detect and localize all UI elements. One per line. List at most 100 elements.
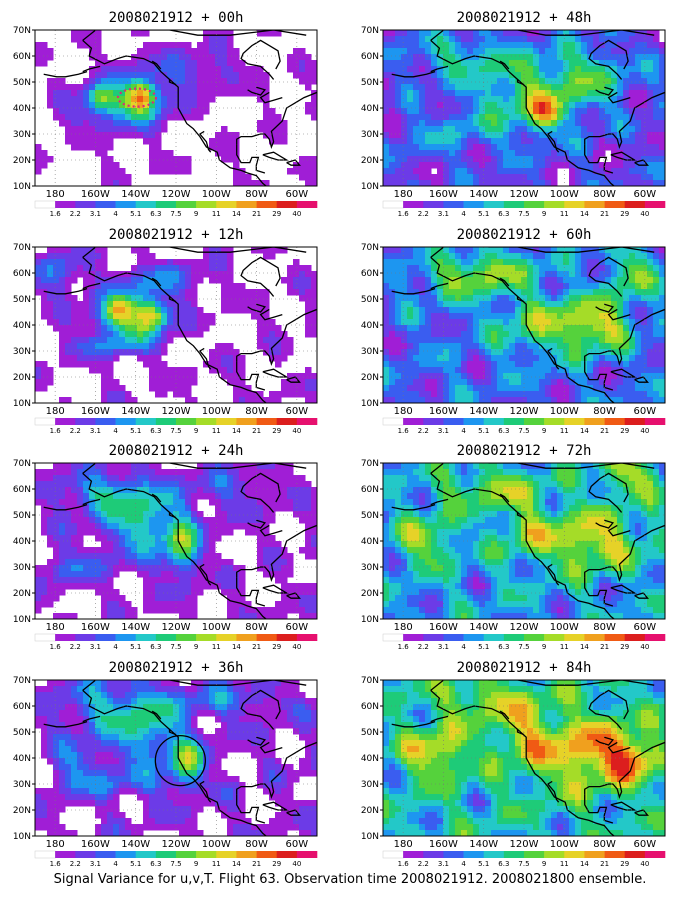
- colorbar-swatch: [584, 418, 605, 425]
- colorbar-label: 29: [620, 427, 629, 435]
- colorbar-swatch: [604, 634, 626, 641]
- colorbar-label: 21: [600, 643, 609, 651]
- lat-tick-label: 10N: [361, 399, 379, 409]
- colorbar-swatch: [256, 201, 278, 208]
- lat-tick-label: 70N: [13, 676, 31, 686]
- lon-tick-label: 60W: [286, 622, 309, 633]
- colorbar-label: 2.2: [70, 210, 81, 218]
- colorbar-swatch: [296, 634, 318, 641]
- lat-tick-label: 40N: [361, 104, 379, 114]
- coastline: [430, 472, 616, 619]
- colorbar-swatch: [216, 851, 237, 858]
- lon-tick-label: 60W: [634, 406, 657, 417]
- lon-tick-label: 80W: [245, 839, 268, 850]
- map-panel: 2008021912 + 60h 10N 20N 30N 40N 50N 60N 70N 180…: [361, 227, 666, 435]
- coastline: [286, 809, 301, 816]
- lat-tick-label: 60N: [13, 702, 31, 712]
- colorbar-swatch: [624, 634, 646, 641]
- lon-tick-label: 80W: [245, 406, 268, 417]
- colorbar-label: 1.6: [50, 427, 62, 435]
- lon-tick-label: 140W: [469, 839, 498, 850]
- figure-caption: Signal Variance for u,v,T. Flight 63. Ob…: [53, 872, 647, 887]
- colorbar-label: 29: [620, 860, 629, 868]
- coastline: [168, 79, 177, 86]
- lon-tick-label: 60W: [634, 622, 657, 633]
- colorbar-label: 3.1: [438, 643, 449, 651]
- colorbar-label: 3.1: [438, 860, 449, 868]
- lat-tick-label: 60N: [361, 702, 379, 712]
- colorbar-swatch: [135, 634, 157, 641]
- coastline: [430, 463, 655, 474]
- coastline: [43, 720, 88, 728]
- coastline: [391, 720, 436, 728]
- coastline: [430, 680, 655, 691]
- coastline: [516, 729, 525, 736]
- colorbar-label: 1.6: [398, 643, 410, 651]
- colorbar-swatch: [644, 418, 666, 425]
- colorbar-swatch: [403, 634, 424, 641]
- colorbar-swatch: [196, 418, 217, 425]
- lat-tick-label: 20N: [13, 156, 31, 166]
- coastline: [430, 247, 655, 258]
- coastline: [499, 277, 510, 287]
- map-panel: 2008021912 + 00h 10N 20N 30N 40N 50N 60N 70N 180…: [13, 10, 318, 218]
- coastline: [430, 39, 616, 186]
- colorbar-swatch: [196, 851, 217, 858]
- lat-tick-label: 70N: [361, 243, 379, 253]
- colorbar-swatch: [276, 201, 298, 208]
- coastline: [584, 794, 614, 824]
- lon-tick-label: 140W: [469, 622, 498, 633]
- coastline: [391, 70, 436, 78]
- coastline: [259, 308, 283, 321]
- colorbar-swatch: [55, 851, 76, 858]
- colorbar-label: 14: [232, 643, 241, 651]
- colorbar-label: 5.1: [130, 860, 141, 868]
- colorbar-swatch: [483, 201, 505, 208]
- colorbar-swatch: [196, 634, 217, 641]
- colorbar-label: 7.5: [518, 427, 529, 435]
- lat-tick-label: 60N: [13, 485, 31, 495]
- coastline: [610, 584, 637, 594]
- colorbar-label: 7.5: [170, 210, 181, 218]
- colorbar: 1.6 2.2 3.1 4 5.1 6.3 7.5 9 11 14 21 29 40: [382, 850, 666, 868]
- lat-tick-label: 30N: [13, 563, 31, 573]
- colorbar-label: 7.5: [170, 860, 181, 868]
- coastline: [588, 689, 629, 730]
- coastline: [240, 689, 281, 730]
- colorbar-swatch: [624, 201, 646, 208]
- lat-tick-label: 20N: [361, 373, 379, 383]
- colorbar-swatch: [115, 634, 137, 641]
- colorbar-swatch: [236, 418, 257, 425]
- colorbar-label: 5.1: [478, 860, 489, 868]
- coastline: [151, 493, 162, 503]
- lon-tick-label: 100W: [550, 839, 579, 850]
- colorbar-label: 14: [580, 860, 589, 868]
- coastline: [595, 86, 615, 96]
- lat-tick-label: 70N: [13, 26, 31, 36]
- colorbar-label: 1.6: [398, 210, 410, 218]
- coastline: [634, 376, 649, 383]
- lon-tick-label: 100W: [202, 189, 231, 200]
- panel-title: 2008021912 + 60h: [457, 227, 592, 243]
- coastline: [262, 801, 289, 811]
- colorbar-label: 6.3: [498, 210, 509, 218]
- colorbar-swatch: [524, 418, 545, 425]
- colorbar-swatch: [115, 418, 137, 425]
- coastline: [634, 809, 649, 816]
- colorbar-swatch: [483, 418, 505, 425]
- colorbar-label: 6.3: [150, 210, 161, 218]
- colorbar-label: 29: [272, 210, 281, 218]
- coastline: [595, 303, 615, 313]
- colorbar-swatch: [135, 851, 157, 858]
- coastline: [584, 524, 665, 582]
- coastline: [151, 60, 162, 70]
- colorbar-swatch: [644, 634, 666, 641]
- colorbar-swatch: [276, 634, 298, 641]
- colorbar-swatch: [463, 201, 485, 208]
- colorbar-swatch: [216, 418, 237, 425]
- colorbar-label: 3.1: [90, 860, 101, 868]
- lat-tick-label: 10N: [361, 615, 379, 625]
- coastline: [82, 715, 101, 723]
- panel-title: 2008021912 + 12h: [109, 227, 244, 243]
- colorbar-swatch: [276, 418, 298, 425]
